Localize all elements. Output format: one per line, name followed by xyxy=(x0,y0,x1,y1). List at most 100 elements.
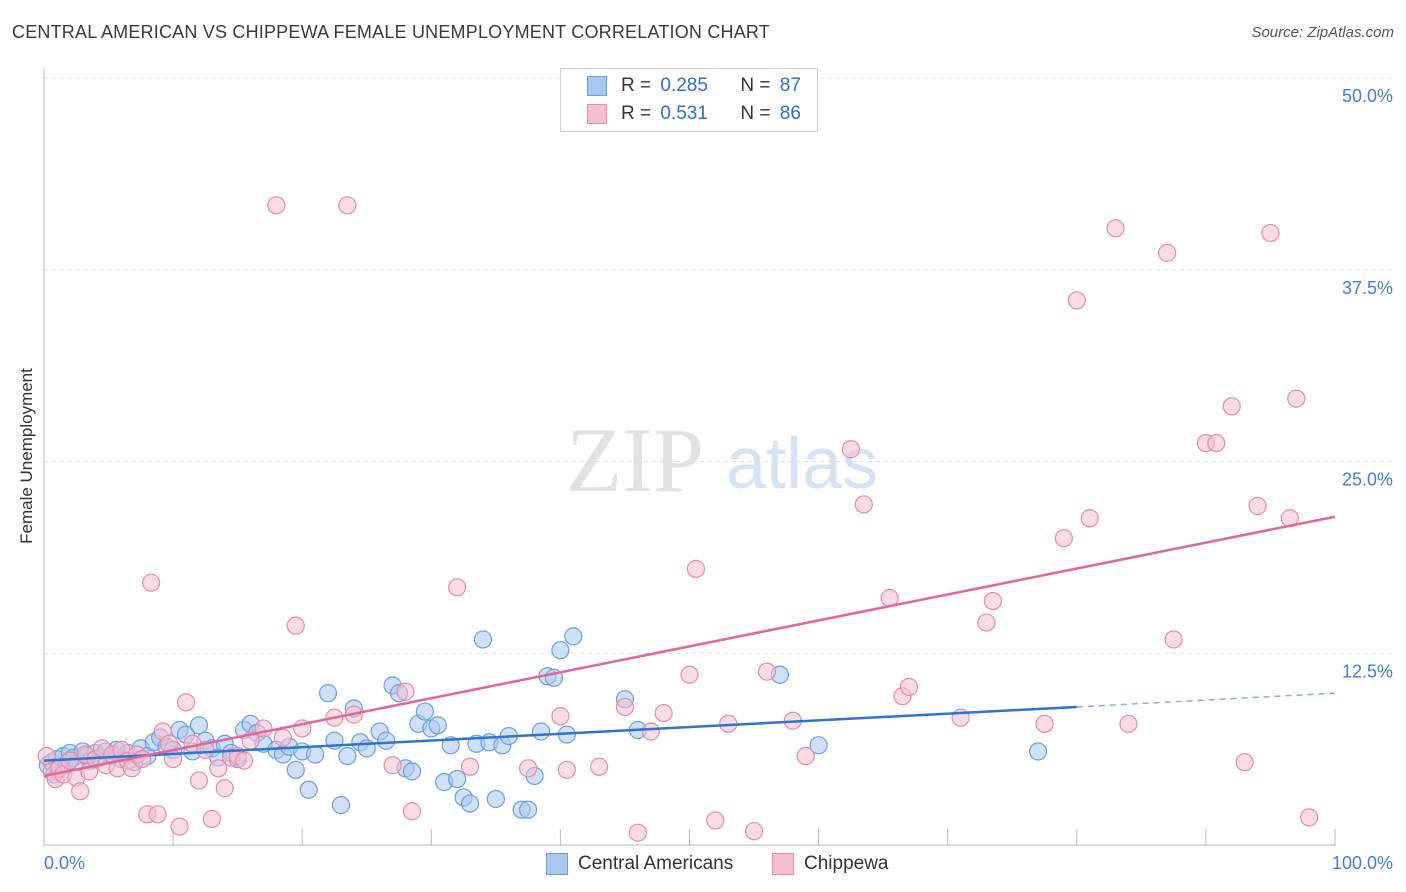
bottom-legend-swatch-pink xyxy=(772,853,794,875)
x-tick-label: 100.0% xyxy=(1332,853,1393,873)
trend-lines xyxy=(43,515,1336,778)
legend-n-label: N = xyxy=(740,75,771,96)
data-point xyxy=(148,805,167,824)
data-point xyxy=(551,707,570,726)
data-point xyxy=(176,693,196,712)
data-point xyxy=(1287,389,1306,408)
data-point xyxy=(318,684,338,703)
data-point xyxy=(796,746,815,766)
axes xyxy=(43,68,1336,846)
data-point xyxy=(170,817,189,836)
legend-r-value: 0.531 xyxy=(660,103,708,124)
bottom-legend-central-americans: Central Americans xyxy=(546,853,733,875)
data-point xyxy=(1080,509,1099,528)
grid xyxy=(44,77,1392,654)
data-point xyxy=(428,716,447,735)
trend-line-central-americans-extension xyxy=(1076,692,1336,708)
data-point xyxy=(1158,243,1177,262)
data-point xyxy=(286,616,305,635)
data-point xyxy=(551,641,570,660)
data-point xyxy=(209,759,228,778)
data-point xyxy=(983,591,1002,611)
watermark: ZIP atlas xyxy=(566,409,878,511)
data-point xyxy=(402,762,422,781)
data-point xyxy=(1035,714,1054,733)
data-point xyxy=(338,196,357,215)
data-point xyxy=(299,780,318,799)
data-point xyxy=(396,682,415,701)
data-point xyxy=(1248,496,1267,516)
data-point xyxy=(899,677,919,697)
legend-n-label: N = xyxy=(740,103,771,124)
data-point xyxy=(448,578,467,597)
data-point xyxy=(564,627,583,646)
source-label: Source: ZipAtlas.com xyxy=(1251,24,1394,41)
x-tick-label: 0.0% xyxy=(44,853,85,873)
data-point xyxy=(590,757,609,776)
data-point xyxy=(460,757,480,776)
data-point xyxy=(654,703,673,723)
data-point xyxy=(1119,714,1138,733)
data-point xyxy=(473,630,493,649)
data-point xyxy=(202,809,221,829)
data-point xyxy=(519,759,538,778)
y-tick-label: 25.0% xyxy=(1342,470,1393,490)
tick-labels: 12.5% 25.0% 37.5% 50.0% 0.0% 100.0% xyxy=(44,86,1393,873)
data-point xyxy=(706,811,725,830)
data-point xyxy=(331,796,351,815)
data-point xyxy=(1222,397,1241,416)
data-point xyxy=(133,749,152,769)
data-point xyxy=(441,736,460,755)
series-central-americans xyxy=(38,627,1048,819)
data-point xyxy=(338,746,357,766)
data-point xyxy=(415,702,434,721)
data-point xyxy=(286,760,305,779)
y-tick-label: 12.5% xyxy=(1342,661,1393,681)
legend-row-central-americans: R = 0.285 N = 87 xyxy=(587,74,801,98)
data-point xyxy=(448,769,467,789)
data-point xyxy=(1067,291,1086,310)
data-point xyxy=(189,771,209,790)
legend-n-value: 87 xyxy=(779,75,801,96)
data-point xyxy=(615,697,635,717)
chart-title: CENTRAL AMERICAN VS CHIPPEWA FEMALE UNEM… xyxy=(12,22,770,42)
watermark-atlas: atlas xyxy=(726,424,878,504)
bottom-legend-swatch-blue xyxy=(546,853,568,875)
data-point xyxy=(641,722,660,741)
data-point xyxy=(37,746,56,766)
data-point xyxy=(377,731,396,750)
trend-line-central-americans xyxy=(43,705,1077,762)
bottom-legend-chippewa: Chippewa xyxy=(772,853,889,875)
legend-r-value: 0.285 xyxy=(660,75,708,96)
data-point xyxy=(273,728,292,747)
legend-row-chippewa: R = 0.531 N = 86 xyxy=(587,102,801,126)
data-point xyxy=(1300,808,1319,827)
data-point xyxy=(383,756,402,775)
data-point xyxy=(306,745,325,764)
bottom-legend-label: Chippewa xyxy=(804,853,889,874)
data-point xyxy=(1261,223,1280,243)
data-point xyxy=(1235,753,1254,772)
data-point xyxy=(686,559,706,578)
data-point xyxy=(1106,219,1125,238)
data-point xyxy=(519,800,538,819)
data-point xyxy=(1207,433,1226,453)
data-point xyxy=(531,722,551,741)
legend-r-label: R = xyxy=(621,103,652,124)
data-point xyxy=(1028,742,1048,761)
data-point xyxy=(486,789,505,809)
data-point xyxy=(1054,529,1073,548)
data-point xyxy=(809,736,828,755)
data-point xyxy=(71,782,90,801)
watermark-zip: ZIP xyxy=(566,409,704,511)
y-tick-label: 50.0% xyxy=(1342,86,1393,106)
data-point xyxy=(142,573,161,592)
bottom-legend-label: Central Americans xyxy=(578,853,734,874)
data-point xyxy=(557,760,576,779)
data-point xyxy=(460,794,480,813)
data-point xyxy=(757,662,777,681)
data-point xyxy=(1164,630,1183,649)
bottom-legend: Central Americans Chippewa xyxy=(0,851,1406,879)
data-point xyxy=(854,495,873,514)
